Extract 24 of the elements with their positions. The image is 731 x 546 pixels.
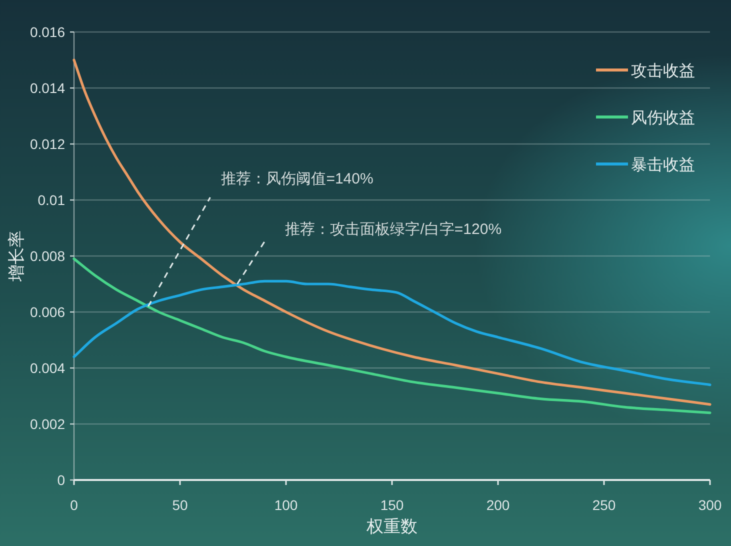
y-tick-label: 0.008 — [30, 248, 66, 264]
y-tick-label: 0.016 — [30, 24, 66, 40]
y-axis-title: 增长率 — [7, 230, 26, 282]
x-tick-label: 250 — [592, 497, 616, 513]
y-tick-label: 0 — [57, 472, 66, 488]
y-tick-label: 0.014 — [30, 80, 66, 96]
legend-label: 暴击收益 — [631, 156, 695, 174]
x-tick-label: 200 — [486, 497, 510, 513]
x-axis-title: 权重数 — [366, 517, 418, 536]
x-tick-label: 300 — [698, 497, 722, 513]
y-tick-label: 0.012 — [30, 136, 66, 152]
annotation: 推荐：攻击面板绿字/白字=120% — [236, 221, 502, 284]
annotation: 推荐：风伤阈值=140% — [221, 170, 374, 188]
x-tick-label: 50 — [172, 497, 188, 513]
y-tick-label: 0.004 — [30, 360, 66, 376]
legend-label: 攻击收益 — [631, 62, 695, 80]
legend-label: 风伤收益 — [631, 109, 695, 127]
x-tick-label: 100 — [274, 497, 298, 513]
x-tick-label: 150 — [380, 497, 404, 513]
y-tick-label: 0.01 — [38, 192, 66, 208]
x-tick-label: 0 — [70, 497, 78, 513]
y-tick-label: 0.006 — [30, 304, 66, 320]
y-tick-label: 0.002 — [30, 416, 66, 432]
annotation: 推荐：攻击面板绿字/白字=120% — [285, 221, 502, 238]
